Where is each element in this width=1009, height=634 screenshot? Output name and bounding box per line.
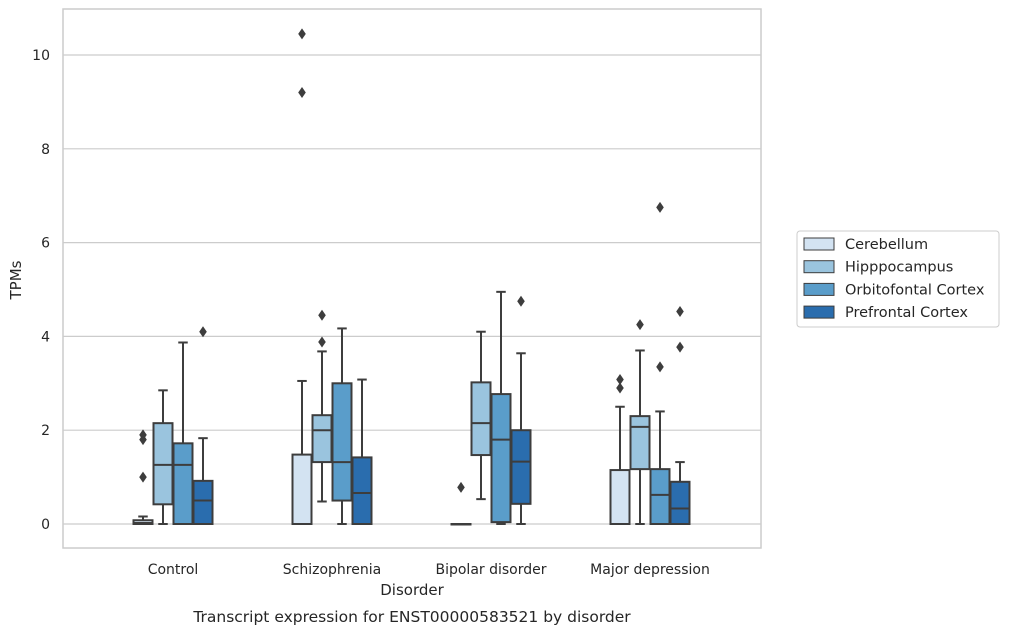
- legend-swatch: [803, 305, 835, 319]
- iqr-box: [351, 456, 373, 526]
- y-tick-labels: 0 2 4 6 8 10: [32, 48, 50, 533]
- legend-item: Orbitofontal Cortex: [803, 282, 985, 298]
- box-hipppocampus: [152, 389, 174, 525]
- legend-label: Orbitofontal Cortex: [845, 282, 985, 298]
- x-tick-label: Control: [148, 562, 199, 578]
- iqr-box: [331, 382, 353, 502]
- box-orbitofontal-cortex: [649, 201, 671, 526]
- outlier-point: [298, 87, 306, 99]
- y-tick-label: 10: [32, 48, 50, 64]
- box-hipppocampus: [311, 309, 333, 503]
- box-orbitofontal-cortex: [490, 290, 512, 525]
- legend-swatch: [803, 237, 835, 251]
- box-cerebellum: [450, 481, 472, 526]
- outlier-point: [139, 471, 147, 483]
- box-prefrontal-cortex: [669, 306, 691, 526]
- box-cerebellum: [291, 28, 313, 526]
- y-tick-label: 0: [41, 517, 50, 533]
- iqr-box: [311, 414, 333, 464]
- legend-item: Cerebellum: [803, 237, 928, 253]
- legend-item: Hipppocampus: [803, 260, 953, 276]
- outlier-point: [457, 481, 465, 493]
- outlier-point: [676, 306, 684, 318]
- iqr-box: [470, 381, 492, 457]
- x-tick-label: Schizophrenia: [283, 562, 381, 578]
- x-tick-labels: Control Schizophrenia Bipolar disorder Majo…: [148, 562, 710, 578]
- box-prefrontal-cortex: [192, 326, 214, 525]
- legend-items: Cerebellum Hipppocampus Orbitofontal Corte…: [803, 237, 985, 321]
- plot-frame: [62, 8, 762, 549]
- outlier-point: [199, 326, 207, 338]
- outlier-point: [616, 382, 624, 394]
- x-tick-label: Major depression: [590, 562, 710, 578]
- outlier-point: [636, 319, 644, 331]
- box-orbitofontal-cortex: [331, 327, 353, 525]
- legend: Cerebellum Hipppocampus Orbitofontal Corte…: [796, 230, 1000, 328]
- iqr-box: [490, 393, 512, 524]
- legend-swatch: [803, 282, 835, 296]
- box-orbitofontal-cortex: [172, 341, 194, 525]
- box-prefrontal-cortex: [351, 378, 373, 526]
- outlier-point: [318, 309, 326, 321]
- x-tick-label: Bipolar disorder: [435, 562, 546, 578]
- iqr-box: [629, 415, 651, 471]
- x-axis-label: Disorder: [380, 581, 444, 599]
- legend-item: Prefrontal Cortex: [803, 305, 968, 321]
- legend-label: Hipppocampus: [845, 260, 953, 276]
- iqr-box: [152, 422, 174, 506]
- legend-swatch: [803, 260, 835, 274]
- outlier-point: [676, 341, 684, 353]
- box-prefrontal-cortex: [510, 295, 532, 525]
- iqr-box: [609, 469, 631, 526]
- outlier-point: [318, 336, 326, 348]
- outlier-point: [656, 201, 664, 213]
- iqr-box: [510, 429, 532, 505]
- box-cerebellum: [609, 374, 631, 526]
- y-axis-label: TPMs: [7, 260, 25, 300]
- iqr-box: [291, 453, 313, 526]
- y-tick-label: 6: [41, 236, 50, 252]
- chart-caption: Transcript expression for ENST0000058352…: [192, 608, 631, 626]
- outlier-point: [139, 429, 147, 441]
- legend-label: Prefrontal Cortex: [845, 305, 968, 321]
- outlier-point: [656, 361, 664, 373]
- iqr-box: [649, 468, 671, 526]
- y-tick-label: 8: [41, 142, 50, 158]
- legend-frame: [796, 230, 1000, 328]
- box-hipppocampus: [629, 319, 651, 525]
- legend-label: Cerebellum: [845, 237, 928, 253]
- iqr-box: [192, 479, 214, 525]
- box-hipppocampus: [470, 330, 492, 501]
- iqr-box: [669, 480, 691, 526]
- y-tick-label: 2: [41, 423, 50, 439]
- outlier-point: [298, 28, 306, 40]
- iqr-box: [172, 442, 194, 525]
- boxes: [132, 28, 691, 526]
- box-cerebellum: [132, 429, 154, 525]
- outlier-point: [517, 295, 525, 307]
- y-tick-label: 4: [41, 329, 50, 345]
- outlier-point: [616, 374, 624, 386]
